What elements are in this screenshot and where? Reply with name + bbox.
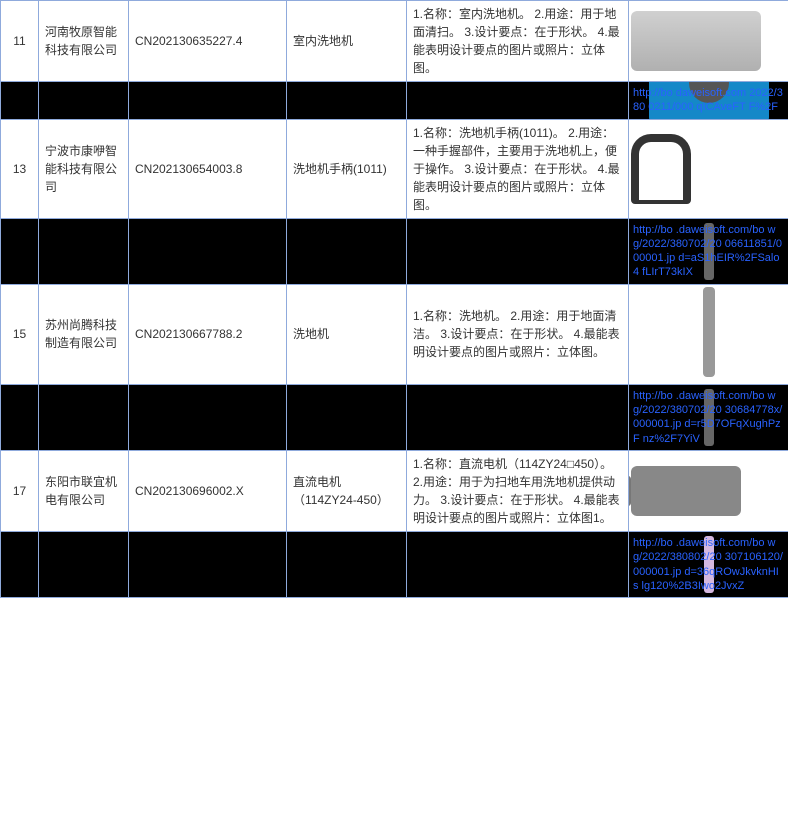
product-image-cell	[629, 284, 788, 384]
product-image-cell: http://bo .daweisoft.com/bo wg/2022/3808…	[629, 531, 788, 597]
image-url-text: http://bo daweisoft.com 2022/380 0211/00…	[631, 84, 786, 117]
product-name: 洗地机手柄(1011)	[287, 119, 407, 218]
table-row: 17东阳市联宜机电有限公司CN202130696002.X直流电机（114ZY2…	[1, 450, 788, 531]
product-image-cell: http://bo .daweisoft.com/bo wg/2022/3807…	[629, 218, 788, 284]
row-index: 13	[1, 119, 39, 218]
patent-number: CN202130635227.4	[129, 1, 287, 82]
product-description: 1.名称：室内洗地机。 2.用途：用于地面清扫。 3.设计要点：在于形状。 4.…	[407, 1, 629, 82]
product-description	[407, 82, 629, 120]
table-row: 13宁波市康咿智能科技有限公司CN202130654003.8洗地机手柄(101…	[1, 119, 788, 218]
patent-number	[129, 218, 287, 284]
row-index	[1, 82, 39, 120]
product-name	[287, 384, 407, 450]
company-name	[39, 218, 129, 284]
patent-table: 11河南牧原智能科技有限公司CN202130635227.4室内洗地机1.名称：…	[0, 0, 788, 598]
company-name: 宁波市康咿智能科技有限公司	[39, 119, 129, 218]
row-index	[1, 531, 39, 597]
company-name	[39, 531, 129, 597]
company-name	[39, 384, 129, 450]
product-name	[287, 218, 407, 284]
product-image-cell	[629, 119, 788, 218]
patent-number	[129, 531, 287, 597]
table-row: 15苏州尚腾科技制造有限公司CN202130667788.2洗地机1.名称：洗地…	[1, 284, 788, 384]
product-description	[407, 531, 629, 597]
product-description: 1.名称：洗地机。 2.用途：用于地面清洁。 3.设计要点：在于形状。 4.最能…	[407, 284, 629, 384]
company-name: 河南牧原智能科技有限公司	[39, 1, 129, 82]
product-name: 室内洗地机	[287, 1, 407, 82]
product-description	[407, 218, 629, 284]
product-image-cell: http://bo daweisoft.com 2022/380 0211/00…	[629, 82, 788, 120]
product-image-cell	[629, 450, 788, 531]
row-index	[1, 218, 39, 284]
company-name: 苏州尚腾科技制造有限公司	[39, 284, 129, 384]
product-image-stick	[703, 287, 715, 377]
product-image-scrubber	[631, 11, 761, 71]
company-name	[39, 82, 129, 120]
patent-number: CN202130667788.2	[129, 284, 287, 384]
product-image-cell	[629, 1, 788, 82]
table-row: http://bo .daweisoft.com/bo wg/2022/3808…	[1, 531, 788, 597]
product-description	[407, 384, 629, 450]
row-index: 17	[1, 450, 39, 531]
table-row: http://bo .daweisoft.com/bo wg/2022/3807…	[1, 384, 788, 450]
product-name	[287, 531, 407, 597]
table-row: 11河南牧原智能科技有限公司CN202130635227.4室内洗地机1.名称：…	[1, 1, 788, 82]
row-index	[1, 384, 39, 450]
product-name: 直流电机（114ZY24-450）	[287, 450, 407, 531]
table-row: http://bo .daweisoft.com/bo wg/2022/3807…	[1, 218, 788, 284]
product-description: 1.名称：直流电机（114ZY24□450）。 2.用途：用于为扫地车用洗地机提…	[407, 450, 629, 531]
table-row: http://bo daweisoft.com 2022/380 0211/00…	[1, 82, 788, 120]
row-index: 11	[1, 1, 39, 82]
product-description: 1.名称：洗地机手柄(1011)。 2.用途：一种手握部件，主要用于洗地机上，便…	[407, 119, 629, 218]
image-url-text: http://bo .daweisoft.com/bo wg/2022/3807…	[631, 387, 786, 448]
patent-number: CN202130654003.8	[129, 119, 287, 218]
patent-number	[129, 82, 287, 120]
image-url-text: http://bo .daweisoft.com/bo wg/2022/3808…	[631, 534, 786, 595]
patent-number	[129, 384, 287, 450]
product-name	[287, 82, 407, 120]
product-image-cell: http://bo .daweisoft.com/bo wg/2022/3807…	[629, 384, 788, 450]
row-index: 15	[1, 284, 39, 384]
product-name: 洗地机	[287, 284, 407, 384]
product-image-motor	[631, 466, 741, 516]
product-image-handle	[631, 134, 691, 204]
image-url-text: http://bo .daweisoft.com/bo wg/2022/3807…	[631, 221, 786, 282]
patent-number: CN202130696002.X	[129, 450, 287, 531]
company-name: 东阳市联宜机电有限公司	[39, 450, 129, 531]
